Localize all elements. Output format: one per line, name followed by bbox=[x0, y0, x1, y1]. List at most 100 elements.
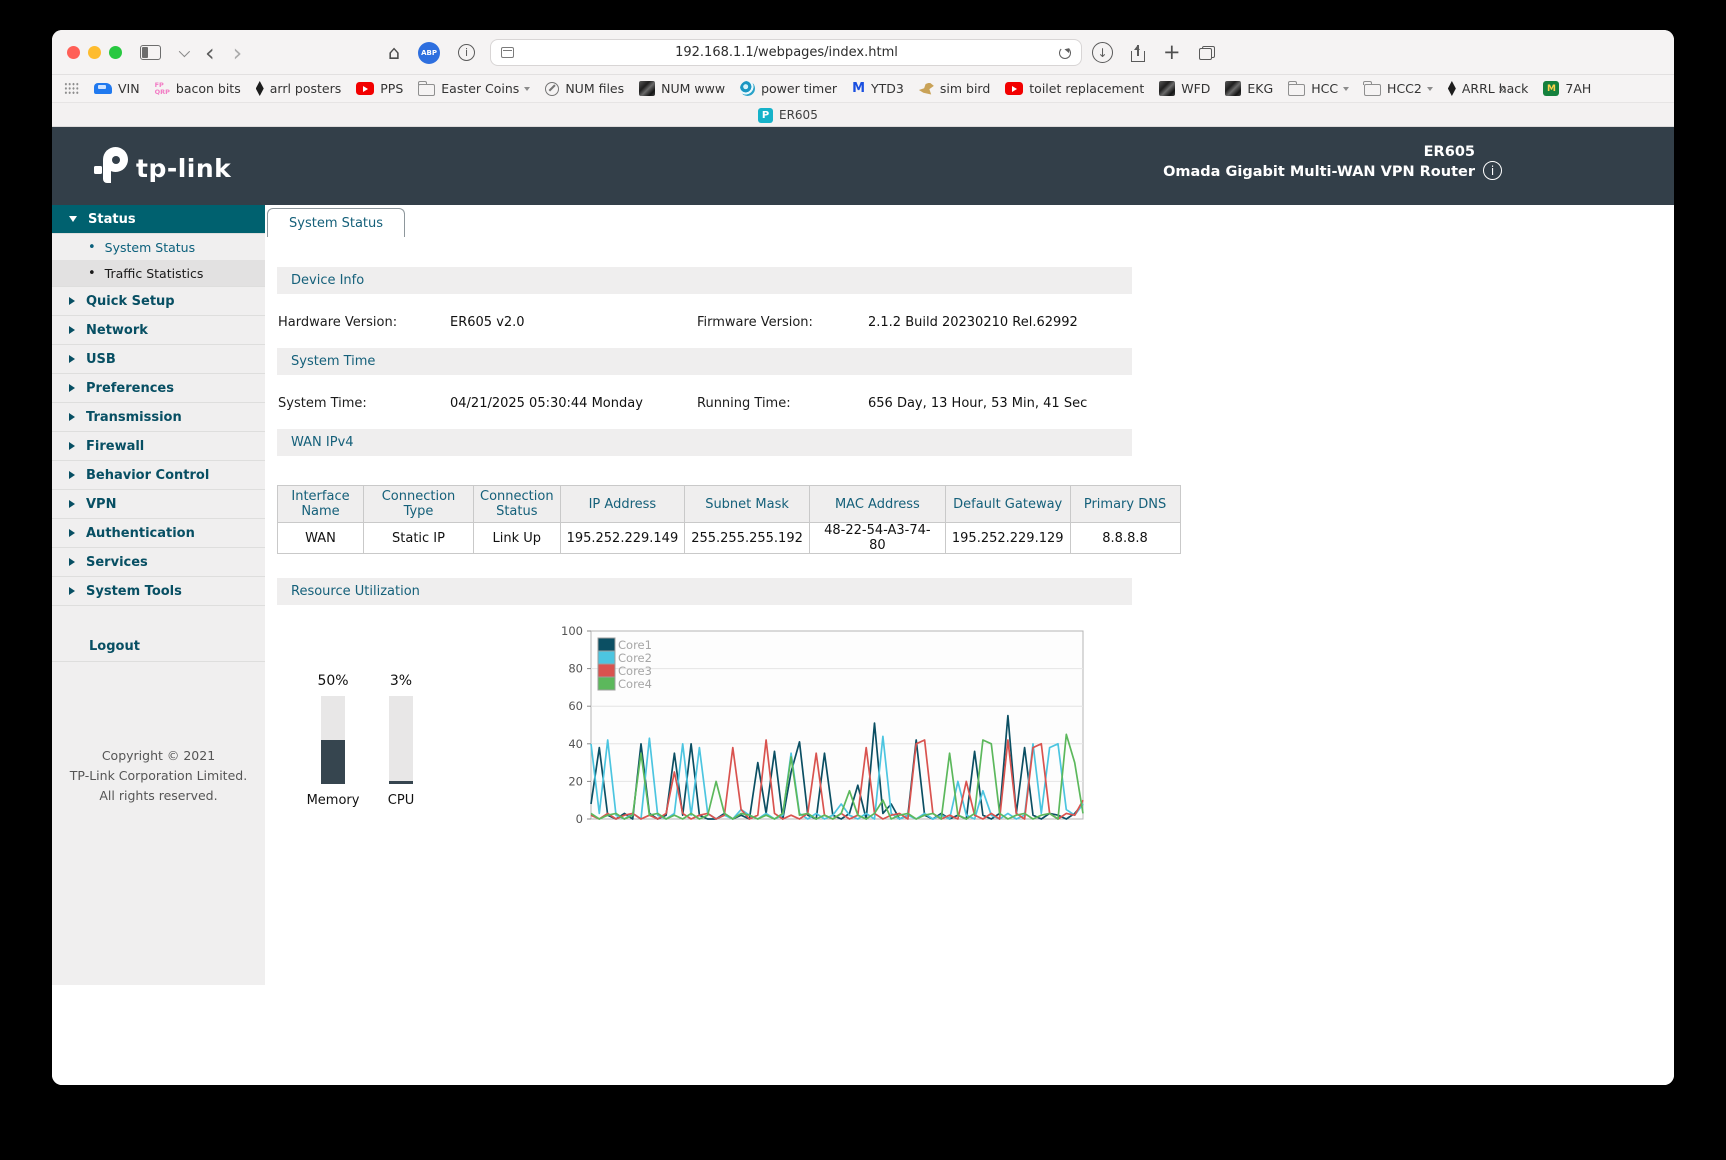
tab-system-status[interactable]: System Status bbox=[267, 208, 405, 237]
bookmark-item[interactable]: M7AH bbox=[1543, 81, 1591, 96]
bookmark-item[interactable]: power timer bbox=[740, 81, 837, 96]
main-content: System Status Device Info Hardware Versi… bbox=[265, 205, 1674, 1085]
page-settings-info-icon[interactable]: i bbox=[458, 44, 475, 61]
table-cell: Static IP bbox=[364, 523, 474, 554]
bookmark-label: toilet replacement bbox=[1029, 81, 1144, 96]
close-window-button[interactable] bbox=[67, 46, 80, 59]
tplink-favicon-icon: P bbox=[758, 108, 773, 123]
sidebar-item-transmission[interactable]: Transmission bbox=[52, 403, 265, 432]
bookmarks-bar: VIN FP QRP bacon bits arrl posters PPS Easter… bbox=[52, 75, 1674, 103]
sidebar-subitem-system-status[interactable]: • System Status bbox=[52, 234, 265, 260]
bookmark-item[interactable]: M YTD3 bbox=[852, 81, 904, 96]
bookmark-label: HCC bbox=[1311, 81, 1338, 96]
bookmark-item[interactable]: PPS bbox=[356, 81, 403, 96]
safari-window: ‹ › ⌂ ABP i 192.168.1.1/webpages/index.h… bbox=[52, 30, 1674, 1085]
sidebar-item-services[interactable]: Services bbox=[52, 548, 265, 577]
bookmark-item[interactable]: EKG bbox=[1225, 81, 1273, 96]
downloads-icon[interactable]: ↓ bbox=[1092, 42, 1113, 63]
table-cell: 8.8.8.8 bbox=[1070, 523, 1180, 554]
bookmark-item[interactable]: NUM www bbox=[639, 81, 725, 96]
sidebar-item-quick-setup[interactable]: Quick Setup bbox=[52, 287, 265, 316]
sidebar-item-network[interactable]: Network bbox=[52, 316, 265, 345]
active-tab[interactable]: P ER605 bbox=[758, 103, 818, 127]
bookmark-item[interactable] bbox=[64, 82, 79, 95]
thumbnail-icon bbox=[1159, 81, 1175, 96]
bookmark-item[interactable]: FP QRP bacon bits bbox=[155, 81, 241, 96]
tplink-logo: tp-link bbox=[94, 147, 231, 183]
chevron-down-icon[interactable] bbox=[179, 45, 190, 56]
gauge-percent: 50% bbox=[299, 673, 367, 689]
antenna-diamond-icon bbox=[1448, 81, 1456, 96]
sidebar-item-label: System Tools bbox=[86, 584, 182, 599]
bookmark-item[interactable]: WFD bbox=[1159, 81, 1210, 96]
bullet-icon: • bbox=[88, 241, 96, 254]
home-icon[interactable]: ⌂ bbox=[388, 42, 400, 64]
bookmark-item[interactable]: toilet replacement bbox=[1005, 81, 1144, 96]
sidebar-subitem-label: System Status bbox=[105, 240, 195, 255]
bookmark-item[interactable]: arrl posters bbox=[256, 81, 342, 96]
sidebar-item-label: Quick Setup bbox=[86, 294, 175, 309]
bookmark-item[interactable]: VIN bbox=[94, 81, 140, 96]
fp-qrp-icon: FP QRP bbox=[155, 82, 170, 95]
sidebar-subitem-label: Traffic Statistics bbox=[105, 266, 204, 281]
zoom-window-button[interactable] bbox=[109, 46, 122, 59]
bookmark-item[interactable]: HCC2 bbox=[1364, 81, 1433, 96]
system-time-value: 04/21/2025 05:30:44 Monday bbox=[450, 396, 697, 411]
sidebar-item-label: Preferences bbox=[86, 381, 174, 396]
bookmark-label: YTD3 bbox=[871, 81, 904, 96]
back-button[interactable]: ‹ bbox=[205, 41, 215, 65]
sidebar-item-system-tools[interactable]: System Tools bbox=[52, 577, 265, 606]
tab-overview-icon[interactable] bbox=[1199, 46, 1215, 60]
minimize-window-button[interactable] bbox=[88, 46, 101, 59]
bookmark-label: 7AH bbox=[1565, 81, 1591, 96]
triangle-right-icon bbox=[69, 471, 75, 479]
sidebar-item-behavior-control[interactable]: Behavior Control bbox=[52, 461, 265, 490]
m-blue-icon: M bbox=[852, 82, 865, 95]
sidebar-item-authentication[interactable]: Authentication bbox=[52, 519, 265, 548]
bookmark-item[interactable]: sim bird bbox=[919, 81, 990, 96]
bookmark-label: WFD bbox=[1181, 81, 1210, 96]
sidebar-item-firewall[interactable]: Firewall bbox=[52, 432, 265, 461]
svg-text:Core3: Core3 bbox=[618, 664, 652, 678]
sidebar-item-vpn[interactable]: VPN bbox=[52, 490, 265, 519]
svg-text:Core2: Core2 bbox=[618, 651, 652, 665]
sidebar-item-status[interactable]: Status bbox=[52, 205, 265, 234]
thumbnail-icon bbox=[1225, 81, 1241, 96]
device-info-icon[interactable]: i bbox=[1483, 161, 1502, 180]
bookmarks-overflow-chevron-icon[interactable]: » bbox=[1498, 80, 1507, 98]
reader-view-icon[interactable] bbox=[501, 47, 514, 58]
triangle-down-icon bbox=[69, 216, 77, 222]
bookmark-item[interactable]: ARRL hack bbox=[1448, 81, 1529, 96]
url-text[interactable]: 192.168.1.1/webpages/index.html bbox=[514, 45, 1059, 60]
svg-text:100: 100 bbox=[561, 625, 583, 638]
share-icon[interactable] bbox=[1131, 44, 1145, 62]
sidebar-item-label: Status bbox=[88, 212, 136, 227]
copyright-text: Copyright © 2021 TP-Link Corporation Lim… bbox=[52, 746, 265, 806]
new-tab-button[interactable]: + bbox=[1163, 42, 1181, 63]
firmware-version-value: 2.1.2 Build 20230210 Rel.62992 bbox=[868, 315, 1133, 330]
adblock-badge-icon[interactable]: ABP bbox=[418, 42, 440, 64]
url-field[interactable]: 192.168.1.1/webpages/index.html bbox=[490, 39, 1082, 66]
bookmark-label: NUM www bbox=[661, 81, 725, 96]
bookmark-item[interactable]: HCC bbox=[1288, 81, 1349, 96]
sidebar-item-label: VPN bbox=[86, 497, 116, 512]
bookmark-label: sim bird bbox=[940, 81, 990, 96]
bookmark-item[interactable]: Easter Coins bbox=[418, 81, 530, 96]
logout-button[interactable]: Logout bbox=[52, 631, 265, 662]
svg-text:80: 80 bbox=[568, 662, 583, 676]
forward-button[interactable]: › bbox=[233, 41, 243, 65]
sidebar-item-usb[interactable]: USB bbox=[52, 345, 265, 374]
sidebar-subitem-traffic-statistics[interactable]: •Traffic Statistics bbox=[52, 260, 265, 286]
bookmark-label: bacon bits bbox=[176, 81, 241, 96]
resource-gauges: 50%Memory3%CPU bbox=[299, 625, 435, 808]
reload-icon[interactable] bbox=[1059, 47, 1071, 59]
car-icon bbox=[94, 83, 112, 94]
sidebar-item-preferences[interactable]: Preferences bbox=[52, 374, 265, 403]
sidebar-toggle-icon[interactable] bbox=[140, 45, 161, 60]
youtube-icon bbox=[356, 82, 374, 95]
brand-text: tp-link bbox=[136, 156, 231, 183]
hardware-version-value: ER605 v2.0 bbox=[450, 315, 697, 330]
router-header: tp-link ER605 Omada Gigabit Multi-WAN VP… bbox=[52, 127, 1674, 205]
svg-text:40: 40 bbox=[568, 737, 583, 751]
bookmark-item[interactable]: NUM files bbox=[545, 81, 624, 96]
